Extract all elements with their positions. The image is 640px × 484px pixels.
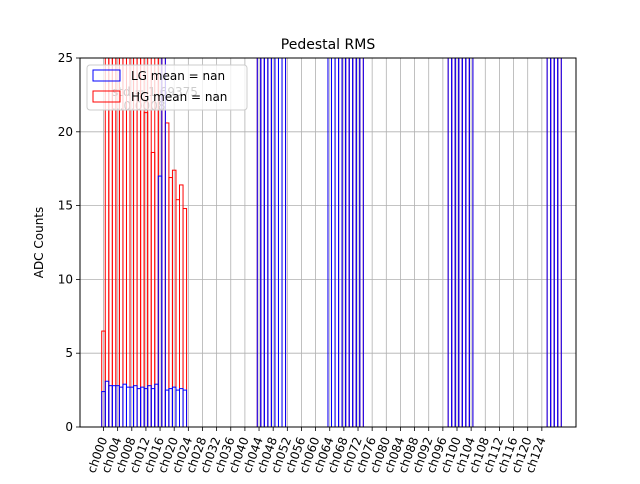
hg-bar bbox=[260, 57, 265, 428]
axes-frame bbox=[79, 57, 577, 428]
lg-bar bbox=[140, 386, 145, 428]
hg-bar bbox=[136, 57, 142, 428]
y-tick-label: 10 bbox=[58, 272, 73, 286]
lg-bar bbox=[277, 57, 283, 428]
lg-bar bbox=[182, 389, 188, 428]
hg-bar bbox=[168, 177, 173, 428]
lg-bar bbox=[108, 385, 113, 428]
hg-bar bbox=[338, 57, 343, 428]
lg-bar bbox=[281, 57, 287, 428]
hg-bar bbox=[451, 57, 456, 428]
y-tick-label: 25 bbox=[58, 51, 73, 65]
bars-group bbox=[101, 57, 562, 428]
lg-bar bbox=[267, 57, 272, 428]
hg-bar bbox=[263, 57, 269, 428]
lg-bar bbox=[550, 57, 555, 428]
hg-bar bbox=[267, 57, 272, 428]
hg-bar bbox=[348, 57, 354, 428]
y-axis-label: ADC Counts bbox=[32, 207, 46, 279]
lg-bar bbox=[168, 388, 173, 428]
lg-bar bbox=[147, 385, 152, 428]
hg-bar bbox=[352, 57, 357, 428]
lg-bar bbox=[334, 57, 340, 428]
lg-bar bbox=[359, 57, 364, 428]
lg-bar bbox=[161, 57, 166, 428]
lg-bar bbox=[458, 57, 463, 428]
lg-bar bbox=[348, 57, 354, 428]
hg-bar bbox=[281, 57, 287, 428]
hg-bar bbox=[447, 57, 453, 428]
hg-bar bbox=[334, 57, 340, 428]
y-tick-label: 0 bbox=[65, 420, 73, 434]
hg-bar bbox=[118, 57, 124, 428]
lg-bar bbox=[465, 57, 470, 428]
lg-bar bbox=[150, 388, 156, 428]
hg-bar bbox=[140, 57, 145, 428]
lg-bar bbox=[104, 380, 110, 428]
lg-bar bbox=[447, 57, 453, 428]
legend-label: LG mean = nan bbox=[131, 69, 225, 83]
lg-bar bbox=[133, 385, 138, 428]
hg-bar bbox=[182, 208, 188, 428]
legend-swatch bbox=[92, 90, 121, 103]
hg-bar bbox=[465, 57, 470, 428]
hg-bar bbox=[461, 57, 467, 428]
lg-bar bbox=[546, 57, 552, 428]
hg-bar bbox=[104, 57, 110, 428]
hg-bar bbox=[133, 57, 138, 428]
hg-bar bbox=[557, 57, 562, 428]
hg-bar bbox=[175, 199, 181, 428]
hg-bar bbox=[274, 57, 279, 428]
lg-bar bbox=[111, 385, 117, 428]
y-tick-label: 20 bbox=[58, 125, 73, 139]
legend: LG mean = nan HG mean = nan bbox=[86, 64, 248, 111]
hg-bar bbox=[122, 57, 127, 428]
hg-bar bbox=[458, 57, 463, 428]
y-tick-label: 15 bbox=[58, 199, 73, 213]
y-tick-label: 5 bbox=[65, 346, 73, 360]
hg-bar bbox=[125, 57, 131, 428]
lg-bar bbox=[461, 57, 467, 428]
hg-bar bbox=[331, 57, 336, 428]
lg-bar bbox=[164, 389, 170, 428]
hg-bar bbox=[164, 122, 170, 428]
hg-bar bbox=[553, 57, 559, 428]
lg-bar bbox=[263, 57, 269, 428]
hg-bar bbox=[147, 57, 152, 428]
hg-bar bbox=[345, 57, 350, 428]
lg-bar bbox=[125, 386, 131, 428]
lg-bar bbox=[338, 57, 343, 428]
hg-bar bbox=[154, 57, 159, 428]
legend-swatch bbox=[92, 69, 121, 82]
lg-bar bbox=[175, 389, 181, 428]
hg-bar bbox=[546, 57, 552, 428]
lg-bar bbox=[260, 57, 265, 428]
hg-bar bbox=[108, 57, 113, 428]
lg-bar bbox=[136, 388, 142, 428]
lg-bar bbox=[122, 383, 127, 428]
lg-bar bbox=[451, 57, 456, 428]
legend-label: HG mean = nan bbox=[131, 90, 227, 104]
lg-bar bbox=[118, 386, 124, 428]
chart-title: Pedestal RMS bbox=[281, 37, 376, 53]
hg-bar bbox=[161, 57, 166, 428]
hg-bar bbox=[550, 57, 555, 428]
lg-bar bbox=[154, 383, 159, 428]
lg-bar bbox=[553, 57, 559, 428]
hg-bar bbox=[150, 151, 156, 428]
hg-bar bbox=[277, 57, 283, 428]
lg-bar bbox=[274, 57, 279, 428]
lg-bar bbox=[345, 57, 350, 428]
hg-bar bbox=[359, 57, 364, 428]
legend-box bbox=[86, 64, 248, 111]
axes-group: 0510152025ch000ch004ch008ch012ch016ch020… bbox=[58, 51, 577, 475]
hg-bar bbox=[179, 184, 184, 428]
hg-bar bbox=[111, 57, 117, 428]
lg-bar bbox=[352, 57, 357, 428]
lg-bar bbox=[557, 57, 562, 428]
lg-bar bbox=[331, 57, 336, 428]
lg-bar bbox=[179, 388, 184, 428]
